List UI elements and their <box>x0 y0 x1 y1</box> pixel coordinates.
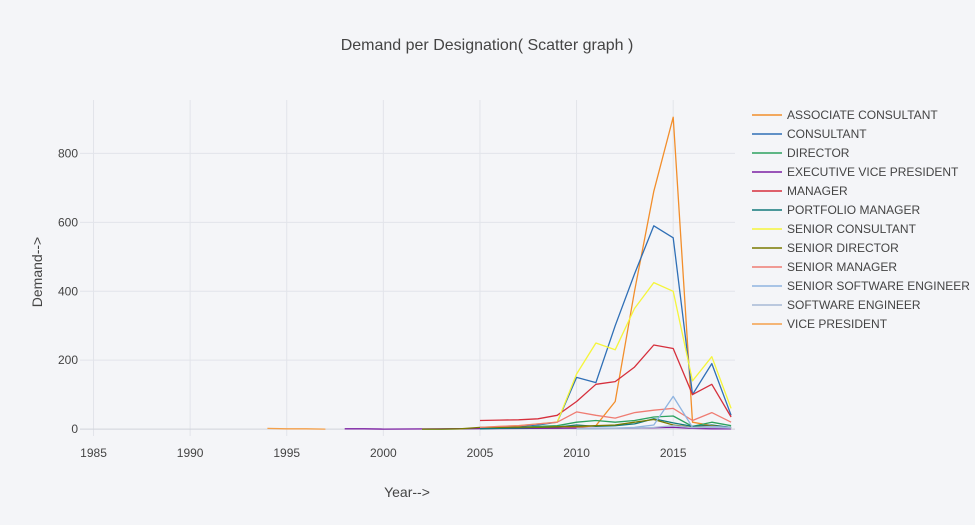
y-tick-label: 200 <box>58 353 78 367</box>
x-tick-label: 1995 <box>273 446 300 460</box>
y-axis-title: Demand--> <box>29 237 45 307</box>
y-tick-label: 800 <box>58 146 78 160</box>
x-axis-title: Year--> <box>384 484 430 500</box>
legend-label: SENIOR MANAGER <box>787 260 897 274</box>
legend-label: SOFTWARE ENGINEER <box>787 298 921 312</box>
chart-title: Demand per Designation( Scatter graph ) <box>341 37 634 54</box>
y-tick-labels: 0 200 400 600 800 <box>58 146 78 436</box>
series-line-software-engineer <box>576 425 732 430</box>
legend-label: SENIOR CONSULTANT <box>787 222 917 236</box>
legend-item-software-engineer[interactable]: SOFTWARE ENGINEER <box>752 298 921 312</box>
y-tick-label: 600 <box>58 215 78 229</box>
legend-label: EXECUTIVE VICE PRESIDENT <box>787 165 959 179</box>
y-tick-label: 0 <box>71 422 78 436</box>
legend-item-senior-manager[interactable]: SENIOR MANAGER <box>752 260 897 274</box>
grid-lines <box>80 100 735 436</box>
x-tick-label: 1990 <box>177 446 204 460</box>
legend-item-portfolio-manager[interactable]: PORTFOLIO MANAGER <box>752 203 920 217</box>
legend-item-consultant[interactable]: CONSULTANT <box>752 127 867 141</box>
x-tick-label: 2000 <box>370 446 397 460</box>
legend-label: PORTFOLIO MANAGER <box>787 203 920 217</box>
legend-label: VICE PRESIDENT <box>787 317 888 331</box>
legend-item-director[interactable]: DIRECTOR <box>752 146 850 160</box>
legend-item-associate-consultant[interactable]: ASSOCIATE CONSULTANT <box>752 108 938 122</box>
series-line-senior-manager <box>479 407 732 429</box>
x-tick-label: 2015 <box>660 446 687 460</box>
x-tick-labels: 1985 1990 1995 2000 2005 2010 2015 <box>80 446 687 460</box>
series-line-manager <box>479 344 732 422</box>
x-tick-label: 1985 <box>80 446 107 460</box>
y-tick-label: 400 <box>58 284 78 298</box>
series-lines <box>267 116 732 430</box>
legend-label: MANAGER <box>787 184 848 198</box>
legend-item-senior-director[interactable]: SENIOR DIRECTOR <box>752 241 899 255</box>
x-tick-label: 2005 <box>467 446 494 460</box>
legend-item-vice-president[interactable]: VICE PRESIDENT <box>752 317 888 331</box>
legend-item-senior-software-engineer[interactable]: SENIOR SOFTWARE ENGINEER <box>752 279 970 293</box>
legend-item-manager[interactable]: MANAGER <box>752 184 848 198</box>
legend-label: ASSOCIATE CONSULTANT <box>787 108 938 122</box>
legend-item-senior-consultant[interactable]: SENIOR CONSULTANT <box>752 222 917 236</box>
legend-label: SENIOR SOFTWARE ENGINEER <box>787 279 970 293</box>
series-line-vice-president <box>267 427 326 430</box>
legend-label: DIRECTOR <box>787 146 850 160</box>
legend-label: CONSULTANT <box>787 127 867 141</box>
legend: ASSOCIATE CONSULTANT CONSULTANT DIRECTOR EX… <box>752 108 970 331</box>
legend-label: SENIOR DIRECTOR <box>787 241 899 255</box>
legend-item-executive-vice-president[interactable]: EXECUTIVE VICE PRESIDENT <box>752 165 959 179</box>
series-line-portfolio-manager <box>479 418 732 430</box>
x-tick-label: 2010 <box>563 446 590 460</box>
